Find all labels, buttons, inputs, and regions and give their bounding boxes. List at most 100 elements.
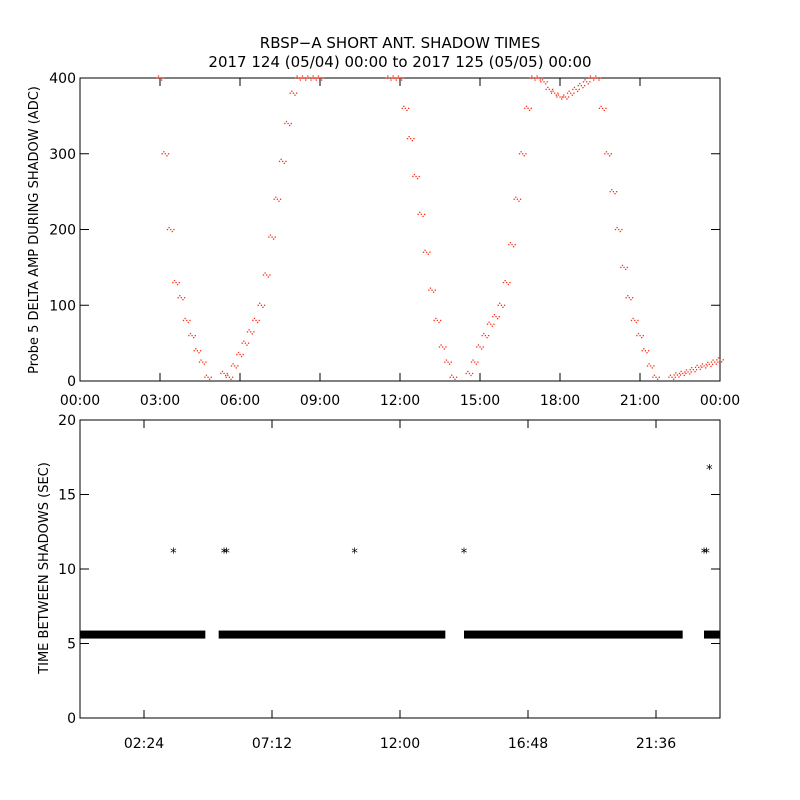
delta-amp-point [196, 350, 199, 352]
delta-amp-point [307, 75, 309, 77]
delta-amp-point [269, 234, 272, 236]
delta-amp-point [260, 304, 263, 306]
delta-amp-point [250, 331, 252, 333]
delta-amp-point [228, 376, 231, 378]
delta-amp-point [708, 363, 711, 366]
delta-amp-point [312, 75, 314, 77]
time-between-points: * ** * * *** [170, 463, 713, 561]
delta-amp-point [303, 77, 305, 79]
delta-amp-point [509, 242, 512, 244]
delta-amp-point [403, 105, 405, 107]
delta-amp-point [168, 226, 170, 229]
delta-amp-point [305, 79, 307, 81]
delta-amp-point [573, 86, 576, 89]
delta-amp-point [561, 96, 563, 98]
delta-amp-point [157, 75, 160, 77]
delta-amp-point [251, 333, 253, 335]
delta-amp-point [513, 198, 515, 200]
delta-amp-point [259, 302, 261, 304]
delta-amp-point [273, 198, 275, 200]
delta-amp-point [684, 371, 686, 373]
delta-amp-point [607, 153, 609, 155]
delta-amp-point [539, 79, 541, 81]
delta-amp-point [273, 238, 275, 240]
delta-amp-point [227, 374, 229, 376]
delta-amp-point [615, 191, 618, 193]
delta-amp-point [651, 367, 653, 369]
delta-amp-point [600, 105, 602, 107]
delta-amp-point [294, 77, 297, 79]
delta-amp-point [156, 77, 158, 79]
delta-amp-point [699, 368, 701, 371]
delta-amp-point [701, 366, 703, 369]
delta-amp-point [562, 96, 564, 98]
y-tick-label: 100 [49, 298, 76, 314]
delta-amp-point [578, 88, 580, 91]
y-tick-label: 0 [67, 374, 76, 390]
delta-amp-y-ticks: 0 100 200 300 400 [49, 71, 720, 390]
delta-amp-point [534, 77, 537, 79]
delta-amp-point [685, 372, 687, 375]
time-between-point: * [461, 547, 468, 562]
delta-amp-point [231, 376, 234, 378]
delta-amp-point [575, 88, 577, 91]
delta-amp-point [449, 376, 451, 378]
delta-amp-point [401, 107, 403, 109]
delta-amp-point [170, 228, 172, 231]
delta-amp-point [690, 371, 692, 373]
delta-amp-point [166, 155, 168, 157]
delta-amp-point [423, 213, 426, 216]
time-between-shadows-panel: TIME BETWEEN SHADOWS (SEC) 02:24 07:12 12:… [37, 413, 721, 752]
delta-amp-point [391, 77, 394, 79]
delta-amp-point [620, 266, 622, 269]
delta-amp-point [276, 198, 279, 200]
delta-amp-point [559, 96, 561, 98]
delta-amp-point [596, 77, 599, 79]
delta-amp-point [557, 94, 560, 96]
delta-amp-point [182, 319, 185, 322]
delta-amp-point [470, 361, 473, 363]
x-tick-label: 15:00 [460, 393, 500, 409]
delta-amp-point [675, 372, 677, 374]
delta-amp-point [193, 336, 195, 339]
delta-amp-point [283, 162, 285, 165]
delta-amp-point [438, 321, 440, 324]
delta-amp-point [555, 94, 557, 96]
y-tick-label: 300 [49, 147, 76, 163]
delta-amp-point [532, 77, 535, 79]
delta-amp-point [198, 361, 201, 363]
delta-amp-point [669, 374, 672, 376]
y-tick-label: 10 [58, 562, 76, 578]
delta-amp-point [310, 79, 312, 81]
delta-amp-point [221, 370, 224, 373]
delta-amp-point [605, 107, 607, 109]
delta-amp-point [475, 363, 477, 365]
time-between-point: * [223, 547, 230, 562]
delta-amp-point [671, 376, 673, 378]
delta-amp-point [452, 376, 455, 378]
delta-amp-point [308, 77, 311, 79]
delta-amp-point [717, 357, 720, 359]
delta-amp-point [653, 374, 656, 376]
delta-amp-point [419, 211, 421, 214]
delta-amp-point [653, 365, 655, 367]
y-tick-label: 15 [58, 488, 76, 504]
delta-amp-point [593, 79, 595, 81]
delta-amp-point [567, 96, 570, 98]
delta-amp-point [572, 88, 574, 91]
delta-amp-point [282, 160, 284, 163]
delta-amp-point [715, 363, 717, 365]
delta-amp-point [525, 105, 528, 107]
delta-amp-point [524, 107, 526, 109]
delta-amp-point [511, 244, 513, 246]
delta-amp-point [679, 374, 682, 376]
delta-amp-point [427, 253, 429, 255]
delta-amp-point [271, 236, 273, 238]
delta-amp-point [523, 155, 525, 157]
delta-amp-point [385, 77, 387, 79]
delta-amp-point [486, 323, 489, 325]
delta-amp-point [207, 376, 209, 378]
delta-amp-point [412, 175, 414, 178]
delta-amp-point [195, 348, 197, 350]
delta-amp-point [420, 213, 423, 216]
